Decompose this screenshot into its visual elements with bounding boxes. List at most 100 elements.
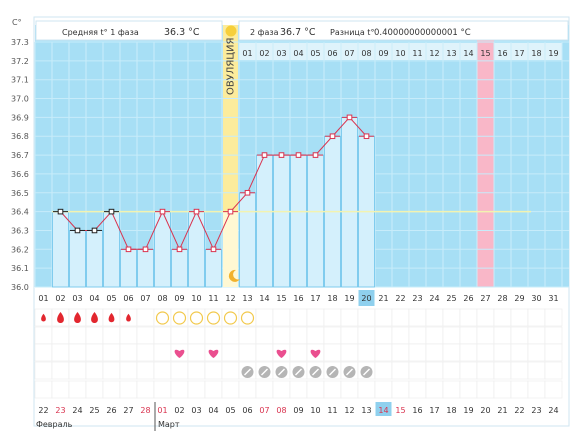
temperature-bar [86,230,103,288]
symptom-cell [459,380,478,399]
cycle-day-label: 15 [276,294,286,303]
phase2-header-cell [273,43,290,60]
highlight-day-column [477,25,494,287]
circle-icon [223,311,238,325]
symptom-cell [102,343,121,362]
phase2-header-cell [307,43,324,60]
symptom-cell [527,308,546,327]
symptom-cell [459,326,478,345]
phase2-header-day: 02 [259,49,269,58]
symptom-cell [170,380,189,399]
symptom-cell [306,380,325,399]
symptom-cell [408,343,427,362]
y-tick-label: 36.1 [11,264,29,273]
symptom-cell [85,361,104,380]
temperature-bar [256,154,273,288]
cycle-day-label: 04 [89,294,99,303]
symptom-cell [408,308,427,327]
pill-icon-mark [363,368,370,376]
symptom-cell [527,326,546,345]
symptom-cell [136,326,155,345]
phase2-header-day: 17 [514,49,524,58]
symptom-cell [323,326,342,345]
symptom-cell [119,326,138,345]
drop-icon [108,312,115,323]
y-tick-label: 37.2 [11,57,29,66]
cycle-day-label: 26 [463,294,473,303]
symptom-cell [459,343,478,362]
circle-icon [172,311,187,325]
symptom-cell [255,343,274,362]
calendar-date-label: 01 [157,406,167,415]
moon-icon [228,269,240,282]
temperature-point [244,189,251,196]
phase2-header-day: 05 [310,49,320,58]
calendar-date-label: 08 [276,406,286,415]
symptom-cell [187,343,206,362]
cycle-day-label: 11 [208,294,218,303]
calendar-date-label: 12 [344,406,354,415]
symptom-cell [374,361,393,380]
phase2-header-cell [545,43,562,60]
symptom-cell [289,308,308,327]
temperature-bar [307,154,324,288]
symptom-cell [34,326,53,345]
symptom-cell [170,361,189,380]
phase1-label: Средняя t° 1 фаза [62,28,139,37]
cycle-day-label: 14 [259,294,269,303]
calendar-date-label: 16 [412,406,422,415]
cycle-day-label: 31 [548,294,558,303]
symptom-cell [391,343,410,362]
cycle-day-label: 23 [412,294,422,303]
symptom-cell [425,380,444,399]
drop-icon [57,312,64,323]
symptom-cell [68,343,87,362]
symptom-cell [119,380,138,399]
symptom-cell [476,343,495,362]
symptom-cell [442,343,461,362]
symptom-cell [544,326,563,345]
symptom-cell [306,308,325,327]
symptom-cell [136,308,155,327]
y-tick-label: 36.2 [11,245,29,254]
cycle-day-label: 24 [429,294,439,303]
pill-icon-mark [329,368,336,376]
calendar-date-label: 17 [429,406,439,415]
calendar-date-label: 02 [174,406,184,415]
symptom-cell [221,361,240,380]
calendar-date-label: 18 [446,406,456,415]
cycle-day-label: 30 [531,294,541,303]
diff-label: Разница t° [330,28,374,37]
temperature-bar [239,192,256,288]
temperature-bar [171,248,188,288]
symptom-cell [391,308,410,327]
symptom-cell [289,343,308,362]
phase2-header-day: 08 [361,49,371,58]
symptom-cell [153,380,172,399]
symptom-cell [68,361,87,380]
today-cell [358,290,375,306]
symptom-cell [272,380,291,399]
phase2-header-day: 14 [463,49,473,58]
symptom-cell [357,308,376,327]
phase2-header-cell [239,43,256,60]
phase2-header-cell [290,43,307,60]
cycle-day-label: 17 [310,294,320,303]
temperature-point [261,152,268,158]
symptom-cell [544,308,563,327]
phase2-header-cell [494,43,511,60]
heart-icon [174,349,185,358]
cycle-day-label: 18 [327,294,337,303]
symptom-cell [544,380,563,399]
temperature-point [108,208,115,215]
phase2-header-day: 09 [378,49,388,58]
pill-icon-mark [312,368,319,376]
symptom-cell [119,361,138,380]
symptom-cell [442,380,461,399]
phase2-header-cell [392,43,409,60]
symptom-cell [442,308,461,327]
heart-icon [276,349,287,358]
y-tick-label: 37.0 [11,95,29,104]
phase2-header-cell [256,43,273,60]
